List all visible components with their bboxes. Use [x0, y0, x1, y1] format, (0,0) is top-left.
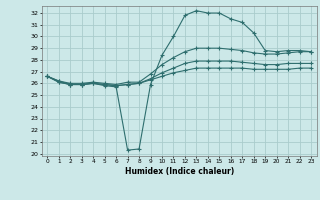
X-axis label: Humidex (Indice chaleur): Humidex (Indice chaleur) — [124, 167, 234, 176]
